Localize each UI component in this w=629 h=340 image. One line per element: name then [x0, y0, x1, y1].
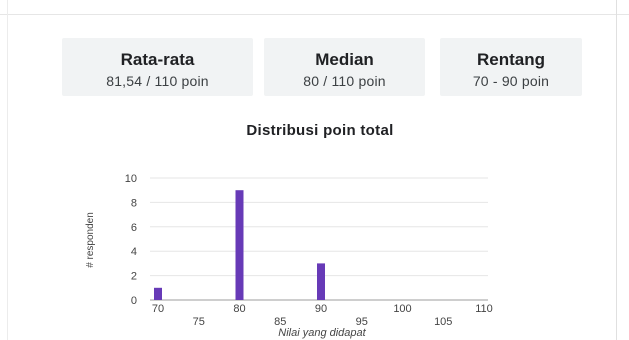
y-tick-label: 10: [125, 173, 137, 185]
x-tick-label: 100: [393, 303, 411, 315]
x-axis-label: Nilai yang didapat: [278, 327, 366, 339]
mean-value: 81,54 / 110 poin: [106, 73, 209, 89]
x-tick-label: 90: [315, 303, 327, 315]
x-tick-label: 75: [193, 316, 205, 328]
x-tick-label: 95: [356, 316, 368, 328]
y-tick-label: 0: [131, 295, 137, 307]
y-tick-label: 8: [131, 197, 137, 209]
range-value: 70 - 90 poin: [472, 73, 550, 89]
y-tick-label: 2: [131, 271, 137, 283]
x-tick-label: 70: [152, 303, 164, 315]
median-value: 80 / 110 poin: [303, 73, 386, 89]
x-tick-label: 85: [274, 316, 286, 328]
median-stat-card: Median 80 / 110 poin: [264, 38, 425, 96]
x-tick-label: 110: [475, 303, 493, 315]
top-divider: [0, 14, 629, 15]
right-divider: [616, 0, 617, 340]
histogram-bar: [154, 287, 162, 300]
range-stat-card: Rentang 70 - 90 poin: [440, 38, 582, 96]
x-tick-label: 80: [233, 303, 245, 315]
y-tick-label: 4: [131, 246, 137, 258]
y-axis-label: # responden: [85, 212, 96, 268]
mean-title: Rata-rata: [120, 50, 195, 69]
median-title: Median: [315, 50, 374, 69]
chart-title: Distribusi poin total: [246, 122, 394, 139]
mean-stat-card: Rata-rata 81,54 / 110 poin: [62, 38, 253, 96]
range-title: Rentang: [477, 50, 545, 69]
left-divider: [7, 0, 8, 340]
x-tick-label: 105: [434, 316, 452, 328]
y-tick-label: 6: [131, 222, 137, 234]
histogram-bar: [235, 190, 244, 300]
histogram-bar: [317, 263, 325, 300]
